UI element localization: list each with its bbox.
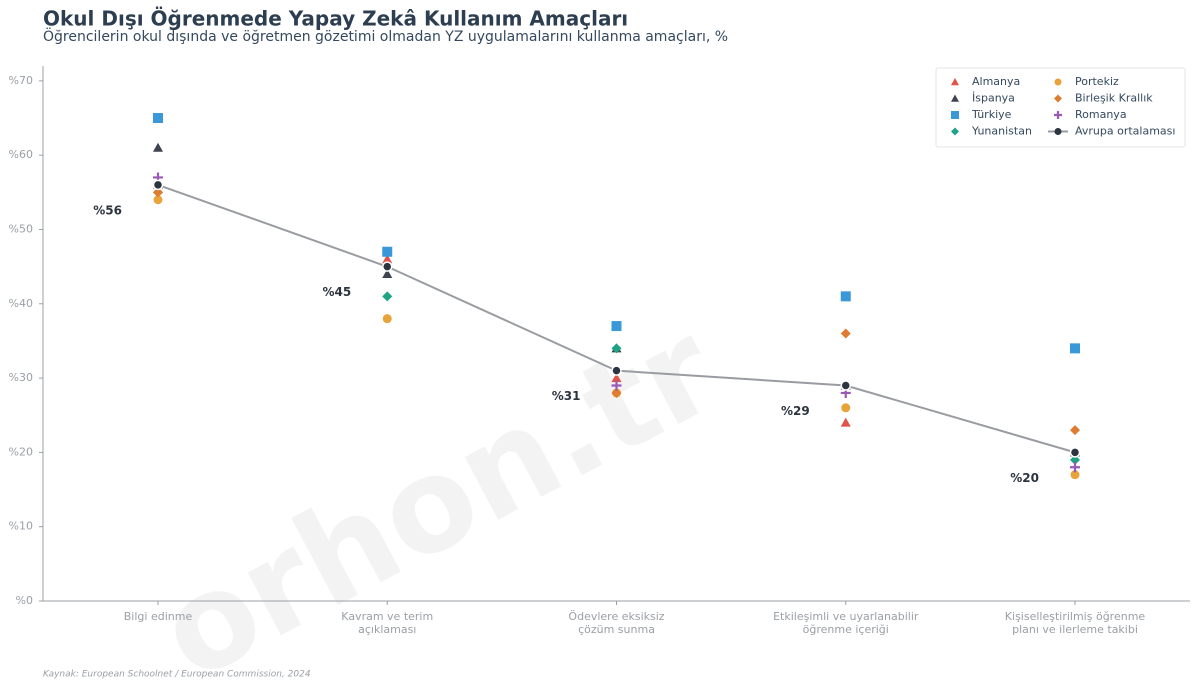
chart-title: Okul Dışı Öğrenmede Yapay Zekâ Kullanım … [43, 7, 628, 31]
legend-swatch [951, 78, 959, 86]
point [382, 246, 393, 257]
point [1070, 425, 1080, 436]
legend-label: Yunanistan [971, 125, 1032, 138]
legend-label: Türkiye [971, 108, 1012, 121]
point [611, 380, 622, 391]
y-tick-label: %40 [9, 297, 33, 310]
point [382, 269, 393, 279]
legend-box [935, 67, 1186, 148]
point [611, 373, 622, 383]
legend-swatch [1054, 128, 1062, 135]
legend-swatch [1054, 94, 1062, 103]
average-point [1069, 447, 1081, 458]
point [840, 417, 851, 427]
y-tick-label: %30 [9, 371, 33, 384]
chart-subtitle: Öğrencilerin okul dışında ve öğretmen gö… [43, 27, 728, 45]
y-tick-label: %0 [16, 594, 33, 607]
x-tick-label: Kişiselleştirilmiş öğrenme planı ve iler… [1004, 610, 1146, 636]
y-tick-label: %10 [9, 520, 33, 533]
legend-swatch [1054, 111, 1062, 119]
average-point [152, 179, 164, 191]
legend-label: Birleşik Krallık [1075, 92, 1153, 105]
point [840, 291, 851, 302]
legend-swatch [951, 111, 959, 119]
point [153, 187, 163, 198]
point [153, 195, 163, 205]
average-point [840, 380, 851, 391]
x-tick-label: Ödevlere eksiksiz çözüm sunma [568, 610, 665, 636]
legend-swatch [1054, 78, 1062, 86]
legend-label: İspanya [972, 92, 1015, 105]
point [382, 291, 393, 302]
x-tick-label: Bilgi edinme [123, 610, 193, 623]
y-tick-label: %60 [9, 148, 33, 161]
legend-swatch [951, 127, 959, 136]
y-tick-label: %20 [9, 445, 33, 458]
legend-label: Avrupa ortalaması [1075, 125, 1175, 138]
legend-label: Romanya [1075, 108, 1127, 121]
point [1070, 454, 1080, 465]
y-tick-label: %50 [9, 222, 33, 235]
average-point [382, 261, 393, 272]
point [153, 113, 163, 124]
data-label: %29 [781, 404, 810, 418]
legend-swatch [951, 94, 959, 102]
point [382, 254, 393, 264]
point [1070, 462, 1080, 473]
legend-label: Portekiz [1075, 75, 1119, 88]
y-tick-label: %70 [9, 74, 33, 87]
point [840, 328, 851, 339]
point [1070, 343, 1080, 354]
data-label: %45 [323, 285, 352, 299]
source: Kaynak: European Schoolnet / European Co… [43, 670, 311, 680]
x-tick-label: Kavram ve terim açıklaması [341, 610, 434, 636]
point [153, 142, 163, 152]
data-label: %20 [1010, 471, 1039, 485]
legend-label: Almanya [972, 75, 1020, 88]
point [611, 387, 622, 398]
point [611, 343, 622, 354]
average-point [611, 365, 622, 376]
data-label: %56 [93, 203, 122, 217]
x-tick-label: Etkileşimli ve uyarlanabilir öğrenme içe… [773, 610, 919, 636]
point [611, 321, 622, 332]
point [1070, 470, 1080, 480]
point [841, 403, 851, 413]
point [382, 314, 392, 324]
data-label: %31 [552, 389, 581, 403]
